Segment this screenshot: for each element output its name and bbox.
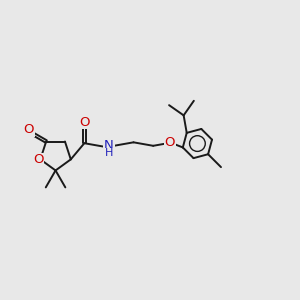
- Text: H: H: [105, 148, 113, 158]
- Text: O: O: [33, 153, 44, 166]
- Text: O: O: [164, 136, 175, 149]
- Text: O: O: [79, 116, 90, 129]
- Text: O: O: [23, 123, 34, 136]
- Text: N: N: [104, 139, 114, 152]
